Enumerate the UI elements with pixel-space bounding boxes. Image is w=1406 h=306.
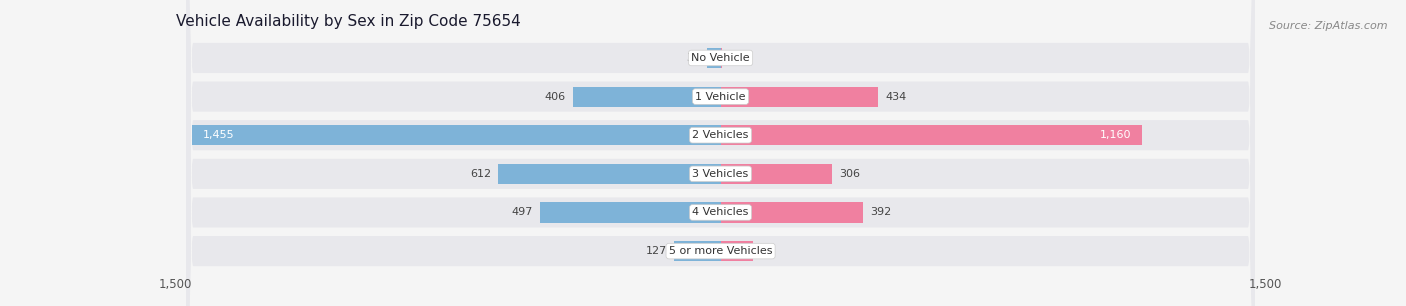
Bar <box>721 164 832 184</box>
Text: 1,455: 1,455 <box>202 130 235 140</box>
Text: 612: 612 <box>470 169 491 179</box>
Bar <box>721 203 863 222</box>
Bar <box>721 125 1142 145</box>
Bar <box>721 87 879 106</box>
Bar <box>193 125 721 145</box>
Text: 4 Vehicles: 4 Vehicles <box>692 207 749 218</box>
Bar <box>498 164 721 184</box>
FancyBboxPatch shape <box>187 0 1254 306</box>
Text: 127: 127 <box>645 246 668 256</box>
Bar <box>540 203 721 222</box>
FancyBboxPatch shape <box>187 0 1254 306</box>
Text: 3 Vehicles: 3 Vehicles <box>692 169 749 179</box>
Text: Source: ZipAtlas.com: Source: ZipAtlas.com <box>1270 21 1388 32</box>
Text: 434: 434 <box>886 91 907 102</box>
Text: 36: 36 <box>686 53 700 63</box>
Text: 497: 497 <box>512 207 533 218</box>
FancyBboxPatch shape <box>187 0 1254 306</box>
Text: 2 Vehicles: 2 Vehicles <box>692 130 749 140</box>
FancyBboxPatch shape <box>187 0 1254 306</box>
Text: 3: 3 <box>728 53 735 63</box>
FancyBboxPatch shape <box>187 0 1254 306</box>
Text: No Vehicle: No Vehicle <box>692 53 749 63</box>
Bar <box>707 48 721 68</box>
Text: 5 or more Vehicles: 5 or more Vehicles <box>669 246 772 256</box>
Bar <box>721 241 752 261</box>
Bar <box>574 87 721 106</box>
Text: 406: 406 <box>544 91 565 102</box>
Text: 392: 392 <box>870 207 891 218</box>
Text: 1 Vehicle: 1 Vehicle <box>696 91 745 102</box>
FancyBboxPatch shape <box>187 0 1254 306</box>
Bar <box>675 241 721 261</box>
Text: 1,160: 1,160 <box>1099 130 1130 140</box>
Text: 306: 306 <box>839 169 860 179</box>
Text: 89: 89 <box>761 246 775 256</box>
Text: Vehicle Availability by Sex in Zip Code 75654: Vehicle Availability by Sex in Zip Code … <box>176 13 520 28</box>
